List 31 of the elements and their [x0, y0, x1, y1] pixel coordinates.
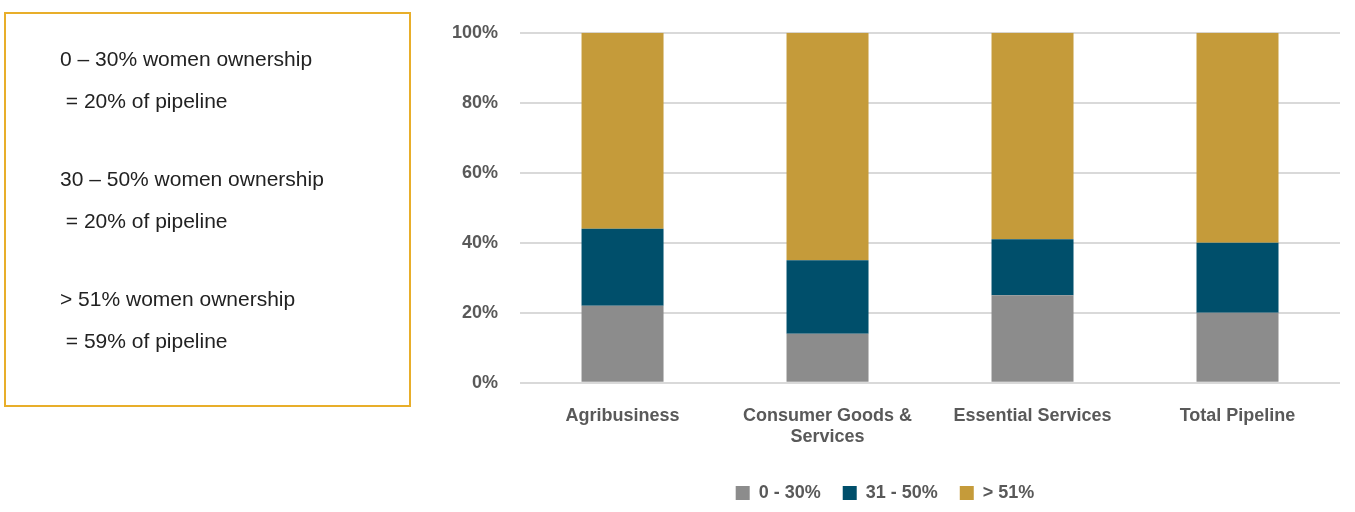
bar — [1196, 312, 1279, 382]
text: > 51% women ownership — [60, 286, 297, 312]
bar — [786, 260, 869, 334]
bar — [991, 32, 1074, 240]
bar — [991, 239, 1074, 296]
text: 0 – 30% women ownership — [60, 46, 314, 72]
x-tick-label: Consumer Goods & Services — [743, 404, 913, 447]
text: 30 – 50% women ownership — [60, 166, 325, 192]
text: = 59% of pipeline — [64, 328, 229, 354]
y-tick-label: 80% — [462, 91, 499, 112]
bar — [581, 305, 664, 382]
bar — [991, 295, 1074, 382]
bar — [786, 32, 869, 261]
bar — [786, 333, 869, 382]
bar — [1196, 242, 1279, 313]
bar — [581, 32, 664, 229]
y-tick-label: 40% — [462, 231, 499, 252]
x-tick-label: Total Pipeline — [1179, 404, 1296, 425]
bar — [581, 228, 664, 306]
y-tick-label: 20% — [462, 301, 499, 322]
legend-label: > 51% — [982, 481, 1035, 502]
text: = 20% of pipeline — [64, 208, 229, 234]
text: = 20% of pipeline — [64, 88, 229, 114]
legend-label: 0 - 30% — [758, 481, 821, 502]
x-tick-label: Essential Services — [953, 404, 1112, 425]
y-tick-label: 100% — [451, 21, 499, 42]
x-tick-label: Agribusiness — [565, 404, 680, 425]
y-tick-label: 0% — [472, 371, 499, 392]
legend-label: 31 - 50% — [865, 481, 938, 502]
bar — [1196, 32, 1279, 243]
y-tick-label: 60% — [462, 161, 499, 182]
